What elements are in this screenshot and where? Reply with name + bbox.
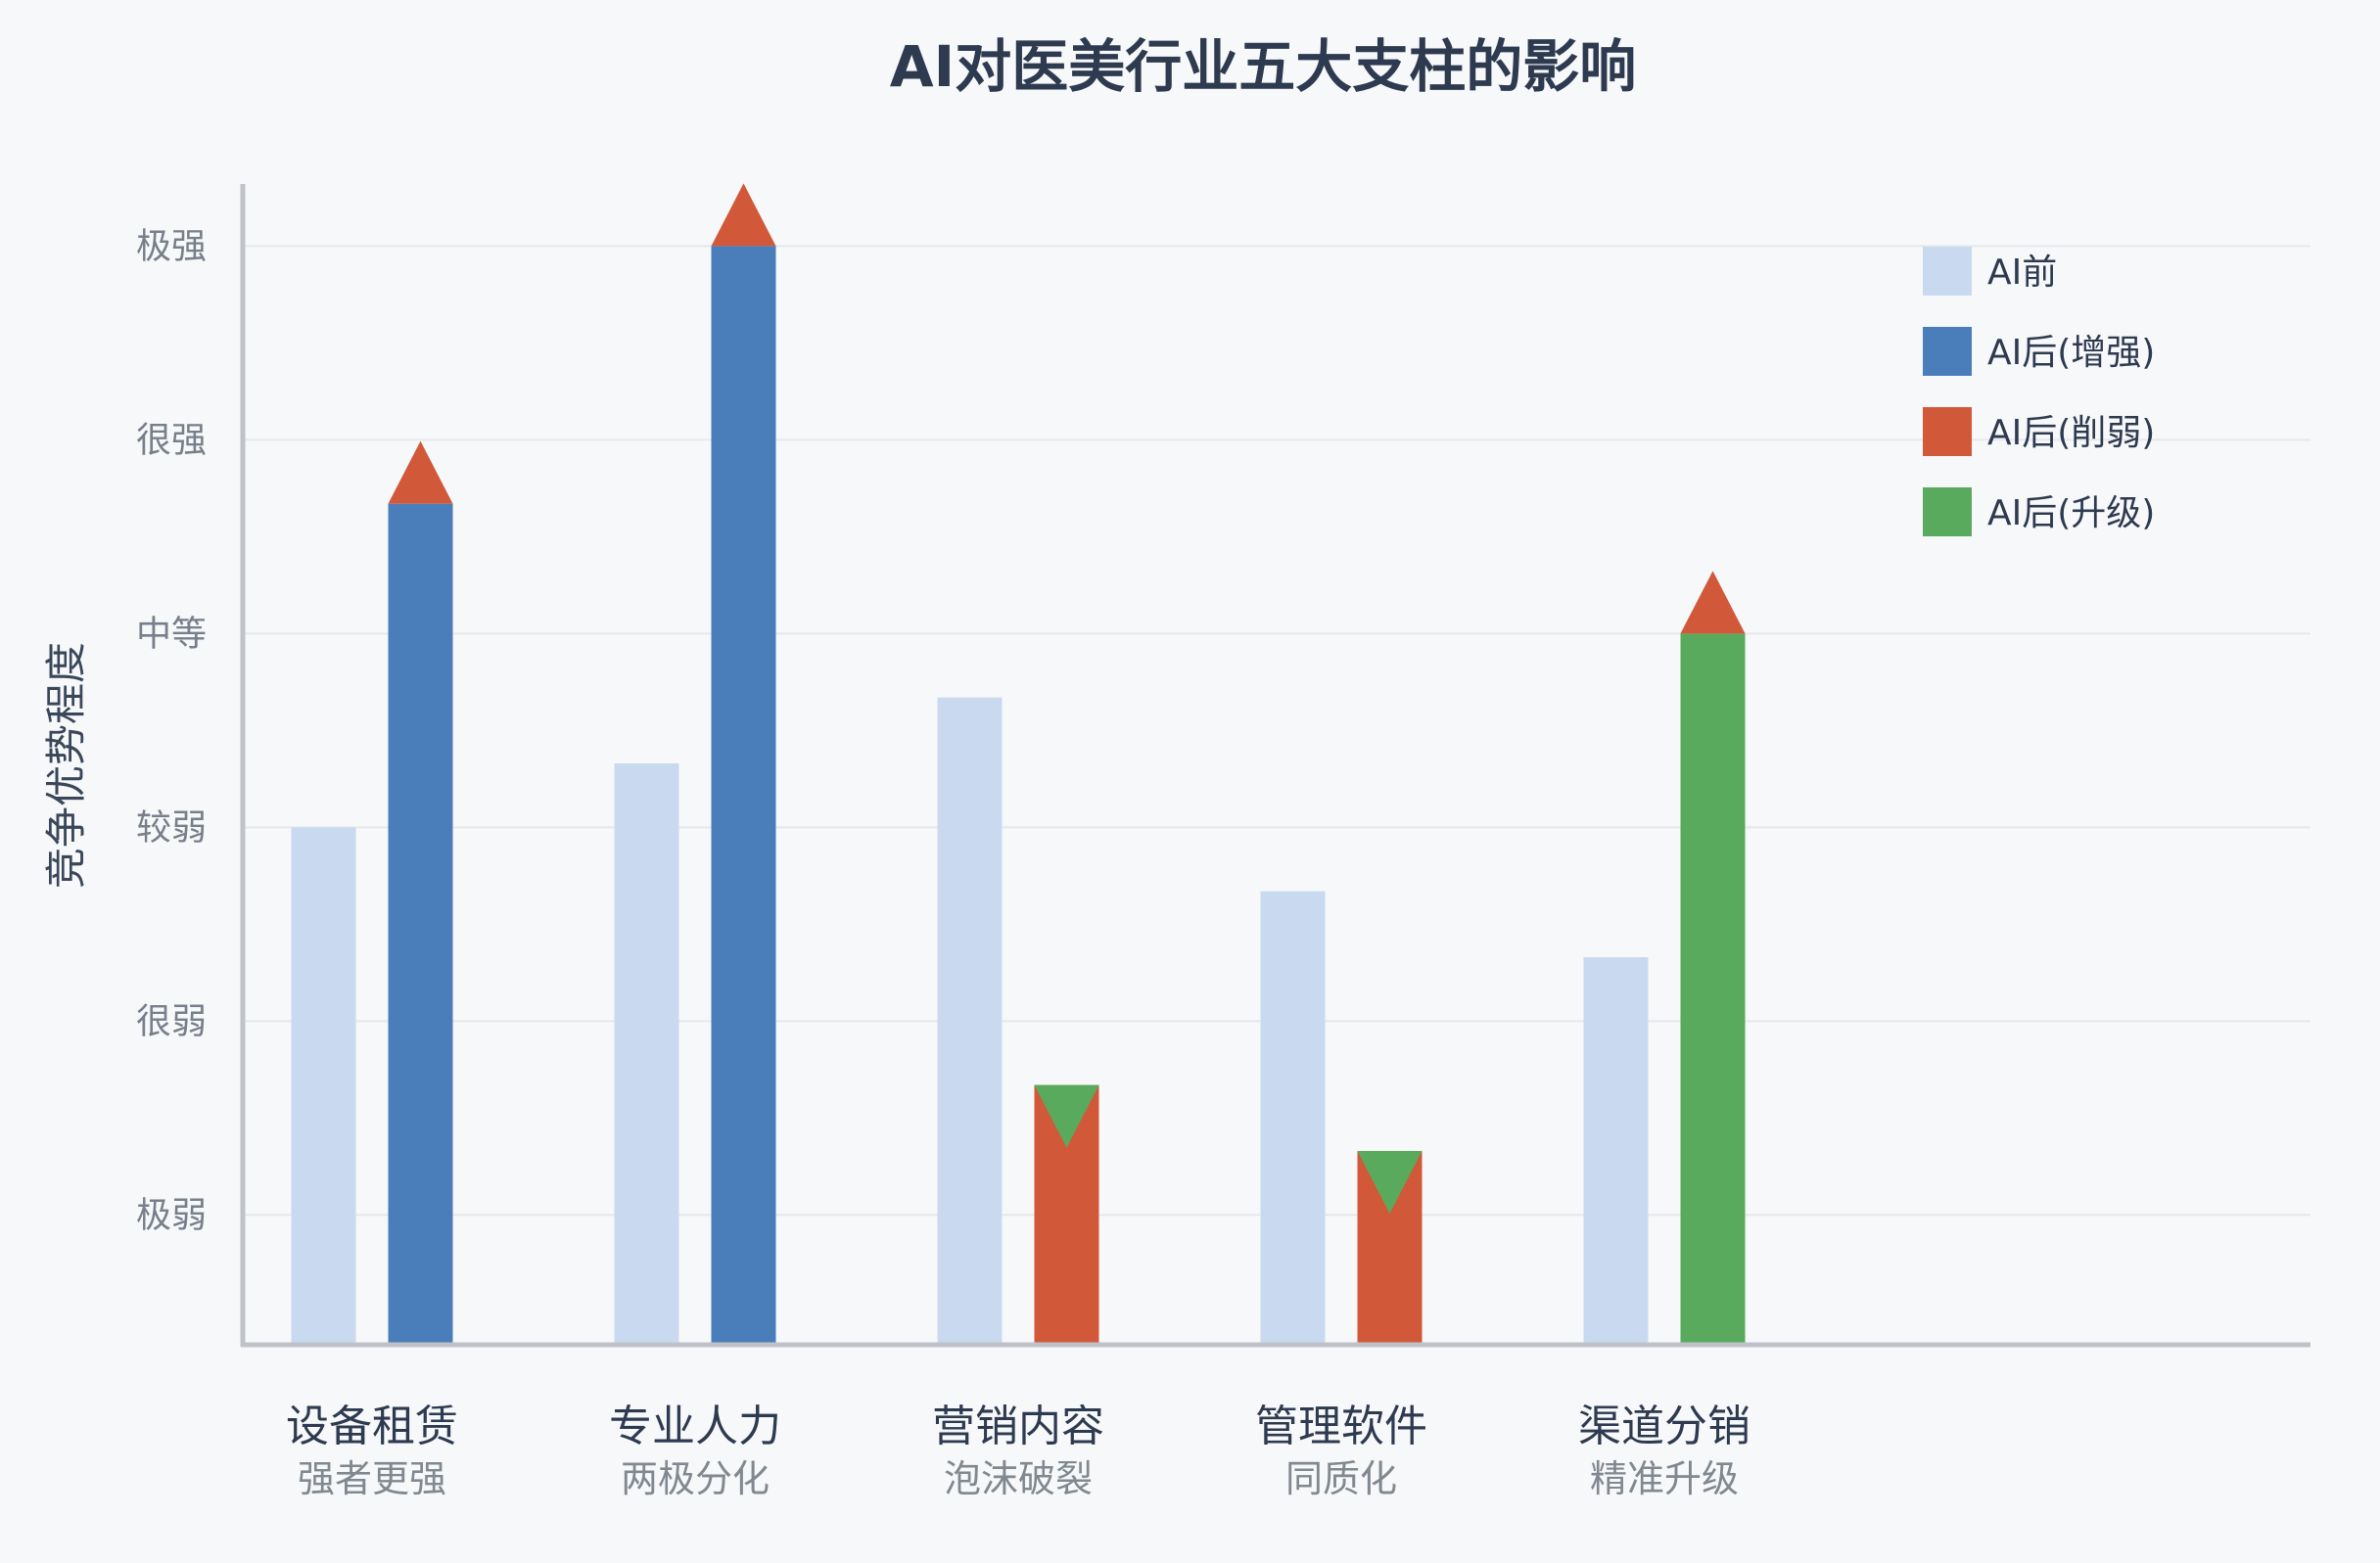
bar-after-1 xyxy=(388,503,453,1345)
legend-swatch-upgrade xyxy=(1923,487,1972,536)
legend-label: AI前 xyxy=(1987,253,2057,293)
category-subtitle: 强者更强 xyxy=(298,1457,446,1500)
y-tick-label: 极弱 xyxy=(136,1195,207,1235)
marker-up-2 xyxy=(711,183,776,247)
axes xyxy=(240,184,2310,1348)
legend-swatch-weaken xyxy=(1923,407,1972,456)
legend-swatch-before xyxy=(1923,247,1972,296)
y-tick-label: 很弱 xyxy=(136,1001,207,1041)
y-tick-label: 很强 xyxy=(136,420,207,460)
y-tick-label: 极强 xyxy=(136,226,207,266)
legend-swatch-enhance xyxy=(1923,327,1972,376)
legend-label: AI后(增强) xyxy=(1987,333,2155,373)
category-subtitle: 泡沫破裂 xyxy=(944,1457,1093,1500)
chart-title: AI对医美行业五大支柱的影响 xyxy=(890,33,1636,100)
y-axis-label: 竞争优势程度 xyxy=(42,642,90,889)
category-subtitle: 同质化 xyxy=(1285,1457,1397,1500)
grid xyxy=(243,245,2310,1217)
bar-before-5 xyxy=(1583,957,1649,1345)
marker-down-4 xyxy=(1357,1151,1423,1214)
legend-label: AI后(升级) xyxy=(1987,493,2155,533)
category-subtitle: 精准升级 xyxy=(1590,1457,1739,1500)
legend: AI前 AI后(增强) AI后(削弱) AI后(升级) xyxy=(1923,247,2155,536)
y-tick-label: 较弱 xyxy=(136,807,207,848)
bar-before-2 xyxy=(614,763,679,1345)
category-label: 营销内容 xyxy=(932,1402,1104,1451)
markers xyxy=(388,183,1746,1214)
marker-up-1 xyxy=(388,440,453,504)
category-subtitle: 两极分化 xyxy=(621,1457,770,1500)
bar-before-1 xyxy=(291,827,356,1345)
bar-after-5 xyxy=(1680,633,1746,1345)
legend-label: AI后(削弱) xyxy=(1987,413,2155,453)
category-label: 设备租赁 xyxy=(286,1402,458,1451)
bar-before-4 xyxy=(1260,891,1326,1345)
marker-up-5 xyxy=(1680,571,1746,634)
bar-after-2 xyxy=(711,246,776,1346)
category-label: 渠道分销 xyxy=(1578,1402,1750,1451)
bars xyxy=(291,246,1746,1346)
marker-down-3 xyxy=(1034,1084,1099,1148)
category-label: 管理软件 xyxy=(1255,1402,1427,1451)
bar-before-3 xyxy=(937,697,1003,1345)
y-ticks: 极弱 很弱 较弱 中等 很强 极强 xyxy=(136,226,207,1235)
category-label: 专业人力 xyxy=(609,1402,781,1451)
y-tick-label: 中等 xyxy=(136,614,207,654)
